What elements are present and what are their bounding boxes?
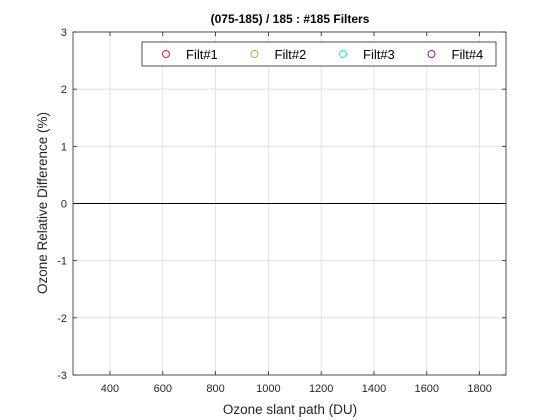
y-tick-label: -3: [57, 370, 67, 382]
legend-label: Filt#3: [363, 47, 395, 62]
y-tick-label: 0: [61, 199, 67, 211]
x-tick-label: 1000: [256, 383, 280, 395]
x-axis-label: Ozone slant path (DU): [223, 402, 357, 417]
legend-box: [141, 41, 497, 67]
legend-marker: [427, 50, 436, 58]
legend-label: Filt#1: [186, 47, 218, 62]
x-tick-label: 1800: [467, 383, 491, 395]
x-tick-label: 600: [154, 383, 172, 395]
x-tick-label: 800: [206, 383, 224, 395]
legend: Filt#1 Filt#2 Filt#3 Filt#4: [141, 41, 497, 67]
x-tick-labels: 400 600 800 1000 1200 1400 1600 1800: [101, 383, 492, 395]
x-tick-label: 1200: [309, 383, 333, 395]
y-tick-label: 2: [61, 84, 67, 96]
legend-marker: [250, 50, 259, 58]
legend-marker: [162, 50, 170, 58]
y-axis-label: Ozone Relative Difference (%): [35, 112, 50, 294]
y-tick-label: -1: [57, 256, 67, 268]
axes: [72, 31, 507, 376]
legend-label: Filt#4: [452, 47, 484, 62]
y-tick-label: 1: [61, 141, 67, 153]
legend-marker: [339, 50, 347, 58]
x-tick-label: 1600: [415, 383, 439, 395]
y-tick-label: -2: [57, 313, 67, 325]
y-tick-label: 3: [61, 27, 67, 39]
x-tick-label: 1400: [362, 383, 386, 395]
chart-title: (075-185) / 185 : #185 Filters: [211, 12, 370, 26]
y-tick-labels: -3 -2 -1 0 1 2 3: [57, 27, 67, 382]
x-tick-label: 400: [101, 383, 119, 395]
legend-label: Filt#2: [275, 47, 307, 62]
